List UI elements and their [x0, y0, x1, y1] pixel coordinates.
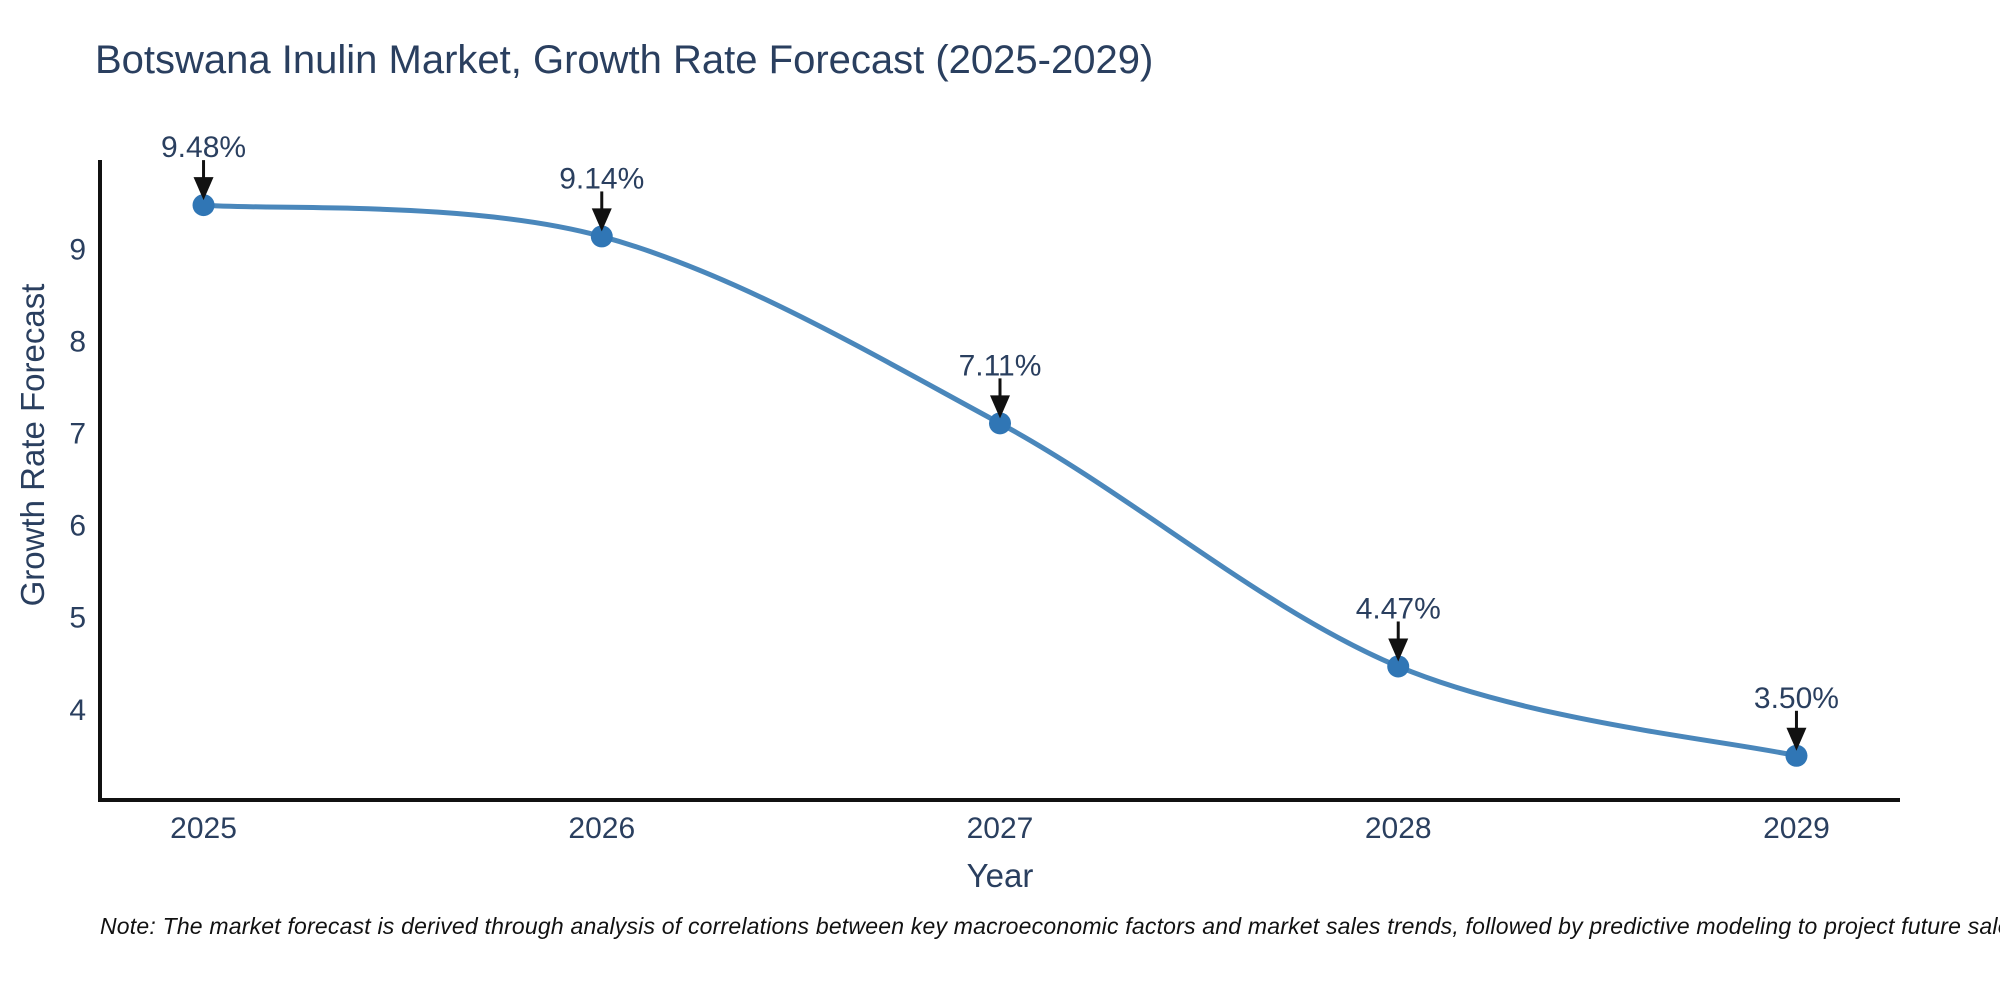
x-axis-title: Year [966, 857, 1034, 894]
annotation-arrow-head [1388, 638, 1409, 662]
data-point-label: 9.48% [161, 131, 246, 164]
data-point-label: 7.11% [959, 349, 1042, 382]
x-tick-label: 2026 [568, 812, 635, 845]
annotation-arrow-head [591, 208, 612, 232]
annotation-arrow-head [990, 395, 1010, 419]
data-point-marker [1785, 744, 1808, 767]
footnote: Note: The market forecast is derived thr… [100, 913, 2000, 939]
x-tick-label: 2027 [967, 812, 1034, 845]
chart-title: Botswana Inulin Market, Growth Rate Fore… [95, 38, 1154, 82]
y-tick-label: 4 [69, 694, 86, 727]
annotation-arrow-head [193, 177, 214, 201]
y-tick-label: 5 [69, 602, 86, 635]
data-point-marker [590, 225, 613, 248]
data-point-label: 3.50% [1754, 682, 1839, 715]
data-point-marker [989, 412, 1011, 435]
axis-lines [98, 160, 1900, 802]
x-tick-label: 2028 [1365, 812, 1432, 845]
data-point-marker [1387, 655, 1410, 678]
x-tick-label: 2025 [170, 812, 237, 845]
y-tick-label: 9 [69, 233, 86, 266]
y-tick-label: 8 [69, 325, 86, 358]
data-point-label: 4.47% [1356, 592, 1441, 625]
data-point-marker [192, 194, 215, 217]
series-line [201, 202, 1799, 759]
data-point-label: 9.14% [559, 162, 644, 195]
y-tick-label: 6 [69, 510, 86, 543]
annotation-arrow-head [1786, 727, 1807, 751]
x-tick-label: 2029 [1763, 812, 1830, 845]
y-tick-label: 7 [69, 417, 86, 450]
